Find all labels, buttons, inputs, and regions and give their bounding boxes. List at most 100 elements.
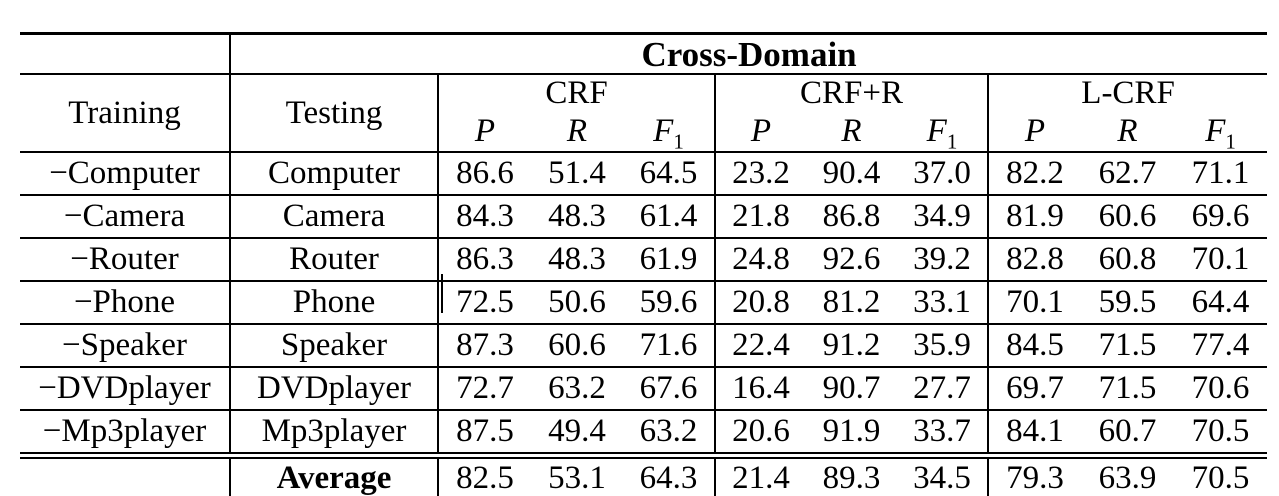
metric-header-crf-r: R xyxy=(531,111,623,153)
cell-value: 37.0 xyxy=(897,152,988,196)
cell-value: 21.4 xyxy=(714,452,806,496)
cell-value: 60.7 xyxy=(1081,410,1174,457)
cell-training: −Camera xyxy=(20,195,231,239)
cell-testing: Average xyxy=(230,452,438,496)
metric-header-crf-f1: F1 xyxy=(623,111,715,153)
cell-value: 60.6 xyxy=(531,324,623,368)
cell-value: 69.7 xyxy=(987,367,1081,411)
metric-header-l-crf-f1: F1 xyxy=(1174,111,1268,153)
cell-value: 89.3 xyxy=(806,452,897,496)
cell-value: 50.6 xyxy=(531,281,623,325)
group-header-crf: CRF xyxy=(437,74,715,111)
group-header-row: Training Testing CRF CRF+R L-CRF xyxy=(20,74,1268,153)
cell-testing: Camera xyxy=(230,195,438,239)
cell-training: −Mp3player xyxy=(20,410,231,457)
cell-value: 48.3 xyxy=(531,195,623,239)
cell-value: 64.3 xyxy=(623,452,715,496)
cell-value: 27.7 xyxy=(897,367,988,411)
table-title: Cross-Domain xyxy=(230,33,1268,75)
cell-value: 61.9 xyxy=(623,238,715,282)
cell-value: 62.7 xyxy=(1081,152,1174,196)
metric-header-row: P R F1 P R F1 P R F1 xyxy=(20,111,1268,153)
cell-value: 86.3 xyxy=(437,238,531,282)
cell-value: 70.6 xyxy=(1174,367,1268,411)
cell-value: 51.4 xyxy=(531,152,623,196)
cell-value: 39.2 xyxy=(897,238,988,282)
metric-header-crf-r-f1: F1 xyxy=(897,111,988,153)
group-header-l-crf: L-CRF xyxy=(986,74,1268,111)
cell-value: 90.4 xyxy=(806,152,897,196)
cell-value: 84.3 xyxy=(437,195,531,239)
cell-value: 87.3 xyxy=(437,324,531,368)
cell-value: 70.5 xyxy=(1174,410,1268,457)
cell-value: 34.5 xyxy=(897,452,988,496)
cell-value: 23.2 xyxy=(714,152,806,196)
cell-value: 60.8 xyxy=(1081,238,1174,282)
cell-value: 86.6 xyxy=(437,152,531,196)
cell-value: 70.5 xyxy=(1174,452,1268,496)
cell-value: 63.2 xyxy=(623,410,715,457)
cell-value: 82.2 xyxy=(987,152,1081,196)
cell-value: 16.4 xyxy=(714,367,806,411)
table-row: −Mp3player Mp3player 87.5 49.4 63.2 20.6 91.9 3… xyxy=(20,410,1268,457)
cell-value: 60.6 xyxy=(1081,195,1174,239)
cell-testing: DVDplayer xyxy=(230,367,438,411)
cell-value: 59.6 xyxy=(623,281,715,325)
cell-value: 67.6 xyxy=(623,367,715,411)
cell-value: 49.4 xyxy=(531,410,623,457)
metric-header-l-crf-p: P xyxy=(987,111,1081,153)
cell-training xyxy=(20,452,231,496)
cell-testing: Router xyxy=(230,238,438,282)
cell-value: 20.8 xyxy=(714,281,806,325)
cell-value: 71.6 xyxy=(623,324,715,368)
cell-testing: Phone xyxy=(230,281,438,325)
cross-domain-results-table: Cross-Domain Training Testing CRF CRF+R … xyxy=(20,32,1268,496)
cell-value: 71.5 xyxy=(1081,367,1174,411)
cell-training: −DVDplayer xyxy=(20,367,231,411)
table-row: −DVDplayer DVDplayer 72.7 63.2 67.6 16.4 90.7 2… xyxy=(20,367,1268,411)
cell-value: 92.6 xyxy=(806,238,897,282)
table-row: −Computer Computer 86.6 51.4 64.5 23.2 90.4 37.… xyxy=(20,152,1268,196)
cell-training: −Speaker xyxy=(20,324,231,368)
metric-header-crf-r-r: R xyxy=(806,111,897,153)
cell-value: 63.2 xyxy=(531,367,623,411)
cell-testing: Speaker xyxy=(230,324,438,368)
cell-value: 63.9 xyxy=(1081,452,1174,496)
cell-value: 84.1 xyxy=(987,410,1081,457)
cell-value: 70.1 xyxy=(1174,238,1268,282)
cell-value: 91.9 xyxy=(806,410,897,457)
cell-value: 81.2 xyxy=(806,281,897,325)
group-header-crf-plus-r: CRF+R xyxy=(714,74,988,111)
average-row: Average 82.5 53.1 64.3 21.4 89.3 34.5 79.3 63.9 7… xyxy=(20,452,1268,496)
cell-value: 82.8 xyxy=(987,238,1081,282)
cell-value: 69.6 xyxy=(1174,195,1268,239)
cell-value: 86.8 xyxy=(806,195,897,239)
cell-value: 21.8 xyxy=(714,195,806,239)
cell-value: 91.2 xyxy=(806,324,897,368)
cell-training: −Computer xyxy=(20,152,231,196)
cell-value: 34.9 xyxy=(897,195,988,239)
cell-value: 81.9 xyxy=(987,195,1081,239)
cell-training: −Phone xyxy=(20,281,231,325)
cell-value: 70.1 xyxy=(987,281,1081,325)
cell-training: −Router xyxy=(20,238,231,282)
table-row: −Speaker Speaker 87.3 60.6 71.6 22.4 91.2 35.9 8… xyxy=(20,324,1268,368)
cell-value: 71.1 xyxy=(1174,152,1268,196)
cell-value: 71.5 xyxy=(1081,324,1174,368)
cell-value: 79.3 xyxy=(987,452,1081,496)
cell-value: 87.5 xyxy=(437,410,531,457)
table-row: −Phone Phone 72.5 50.6 59.6 20.8 81.2 33.1 70.1 5… xyxy=(20,281,1268,325)
cell-value: 59.5 xyxy=(1081,281,1174,325)
stray-vertical-rule-artifact xyxy=(441,274,443,313)
cell-value: 82.5 xyxy=(437,452,531,496)
metric-header-l-crf-r: R xyxy=(1081,111,1174,153)
cell-value: 33.7 xyxy=(897,410,988,457)
cell-value: 53.1 xyxy=(531,452,623,496)
cell-value: 48.3 xyxy=(531,238,623,282)
cell-value: 20.6 xyxy=(714,410,806,457)
cell-testing: Computer xyxy=(230,152,438,196)
table-row: −Camera Camera 84.3 48.3 61.4 21.8 86.8 34.9 81.… xyxy=(20,195,1268,239)
cell-value: 77.4 xyxy=(1174,324,1268,368)
table-continuation-rule xyxy=(229,483,231,496)
cell-testing: Mp3player xyxy=(230,410,438,457)
